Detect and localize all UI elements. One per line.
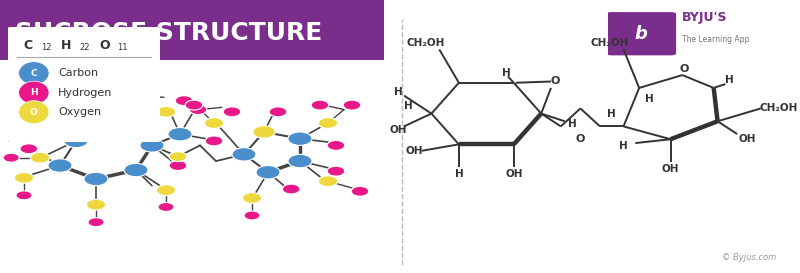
Text: 11: 11 bbox=[118, 43, 128, 52]
Circle shape bbox=[88, 218, 104, 227]
Text: SUCROSE STRUCTURE: SUCROSE STRUCTURE bbox=[15, 21, 322, 45]
Text: CH₂OH: CH₂OH bbox=[590, 38, 629, 48]
Text: 12: 12 bbox=[42, 43, 52, 52]
Circle shape bbox=[205, 136, 222, 146]
Circle shape bbox=[16, 191, 32, 200]
Text: Hydrogen: Hydrogen bbox=[58, 88, 113, 98]
Text: OH: OH bbox=[505, 169, 522, 179]
Text: OH: OH bbox=[405, 146, 422, 156]
Circle shape bbox=[14, 173, 34, 183]
Text: © Byjus.com: © Byjus.com bbox=[722, 253, 776, 262]
Circle shape bbox=[158, 203, 174, 211]
Circle shape bbox=[18, 81, 49, 104]
Circle shape bbox=[18, 62, 49, 85]
Circle shape bbox=[327, 141, 345, 150]
Circle shape bbox=[20, 144, 38, 154]
Text: OH: OH bbox=[662, 164, 679, 174]
Circle shape bbox=[288, 154, 312, 168]
Circle shape bbox=[244, 211, 260, 220]
Text: b: b bbox=[634, 25, 647, 43]
Text: OH: OH bbox=[738, 134, 756, 144]
Text: H: H bbox=[725, 75, 734, 85]
Circle shape bbox=[157, 185, 176, 195]
Text: H: H bbox=[645, 94, 654, 105]
Text: H: H bbox=[607, 109, 616, 118]
Text: C: C bbox=[30, 69, 37, 78]
Text: O: O bbox=[550, 76, 560, 87]
Circle shape bbox=[288, 132, 312, 146]
Text: BYJU'S: BYJU'S bbox=[682, 11, 727, 24]
Circle shape bbox=[86, 199, 106, 210]
Text: Carbon: Carbon bbox=[58, 68, 98, 78]
Circle shape bbox=[205, 118, 224, 128]
Text: O: O bbox=[99, 39, 110, 52]
Circle shape bbox=[140, 139, 164, 152]
Circle shape bbox=[232, 148, 256, 161]
Text: H: H bbox=[619, 141, 628, 151]
Circle shape bbox=[318, 118, 338, 128]
Text: O: O bbox=[679, 64, 689, 74]
Text: H: H bbox=[61, 39, 71, 52]
Circle shape bbox=[170, 152, 187, 162]
Text: C: C bbox=[23, 39, 32, 52]
Circle shape bbox=[30, 152, 50, 163]
Circle shape bbox=[311, 100, 329, 110]
Circle shape bbox=[318, 176, 338, 186]
FancyBboxPatch shape bbox=[606, 12, 676, 55]
Text: H: H bbox=[403, 101, 412, 111]
Text: 22: 22 bbox=[79, 43, 90, 52]
Circle shape bbox=[84, 172, 108, 186]
Circle shape bbox=[327, 166, 345, 176]
Text: CH₂OH: CH₂OH bbox=[406, 38, 445, 48]
Circle shape bbox=[223, 107, 241, 117]
Circle shape bbox=[185, 100, 203, 110]
Circle shape bbox=[253, 126, 275, 138]
Circle shape bbox=[256, 165, 280, 179]
Text: The Learning App: The Learning App bbox=[682, 35, 749, 43]
Circle shape bbox=[3, 153, 19, 162]
Circle shape bbox=[168, 127, 192, 141]
Circle shape bbox=[242, 193, 262, 203]
Text: CH₂OH: CH₂OH bbox=[759, 103, 798, 114]
Text: O: O bbox=[576, 134, 585, 144]
Circle shape bbox=[39, 117, 57, 127]
FancyBboxPatch shape bbox=[6, 26, 162, 143]
Circle shape bbox=[113, 119, 135, 132]
FancyBboxPatch shape bbox=[0, 0, 384, 60]
Text: H: H bbox=[502, 67, 510, 78]
Circle shape bbox=[343, 100, 361, 110]
Text: O: O bbox=[30, 108, 38, 117]
Circle shape bbox=[64, 134, 88, 148]
Text: H: H bbox=[394, 87, 402, 97]
Circle shape bbox=[269, 107, 287, 117]
Circle shape bbox=[124, 163, 148, 177]
Circle shape bbox=[157, 106, 176, 117]
Circle shape bbox=[351, 186, 369, 196]
Text: OH: OH bbox=[390, 125, 407, 135]
Circle shape bbox=[170, 161, 187, 170]
Circle shape bbox=[48, 159, 72, 172]
Circle shape bbox=[189, 105, 206, 114]
Text: H: H bbox=[30, 88, 38, 97]
Circle shape bbox=[133, 91, 151, 101]
Text: H: H bbox=[568, 119, 577, 129]
Circle shape bbox=[282, 184, 300, 194]
Text: H: H bbox=[454, 169, 463, 179]
Circle shape bbox=[175, 96, 193, 106]
Circle shape bbox=[18, 101, 49, 124]
Text: Oxygen: Oxygen bbox=[58, 107, 102, 117]
